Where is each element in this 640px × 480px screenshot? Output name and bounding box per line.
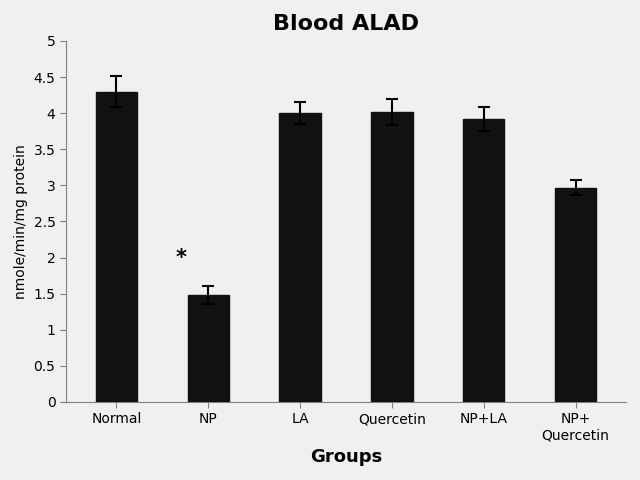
Y-axis label: nmole/min/mg protein: nmole/min/mg protein xyxy=(14,144,28,299)
Bar xyxy=(96,92,137,402)
Bar xyxy=(188,295,229,402)
X-axis label: Groups: Groups xyxy=(310,448,382,466)
Text: *: * xyxy=(176,248,187,268)
Bar xyxy=(280,113,321,402)
Bar xyxy=(555,188,596,402)
Bar xyxy=(371,112,413,402)
Title: Blood ALAD: Blood ALAD xyxy=(273,14,419,34)
Bar xyxy=(463,119,504,402)
